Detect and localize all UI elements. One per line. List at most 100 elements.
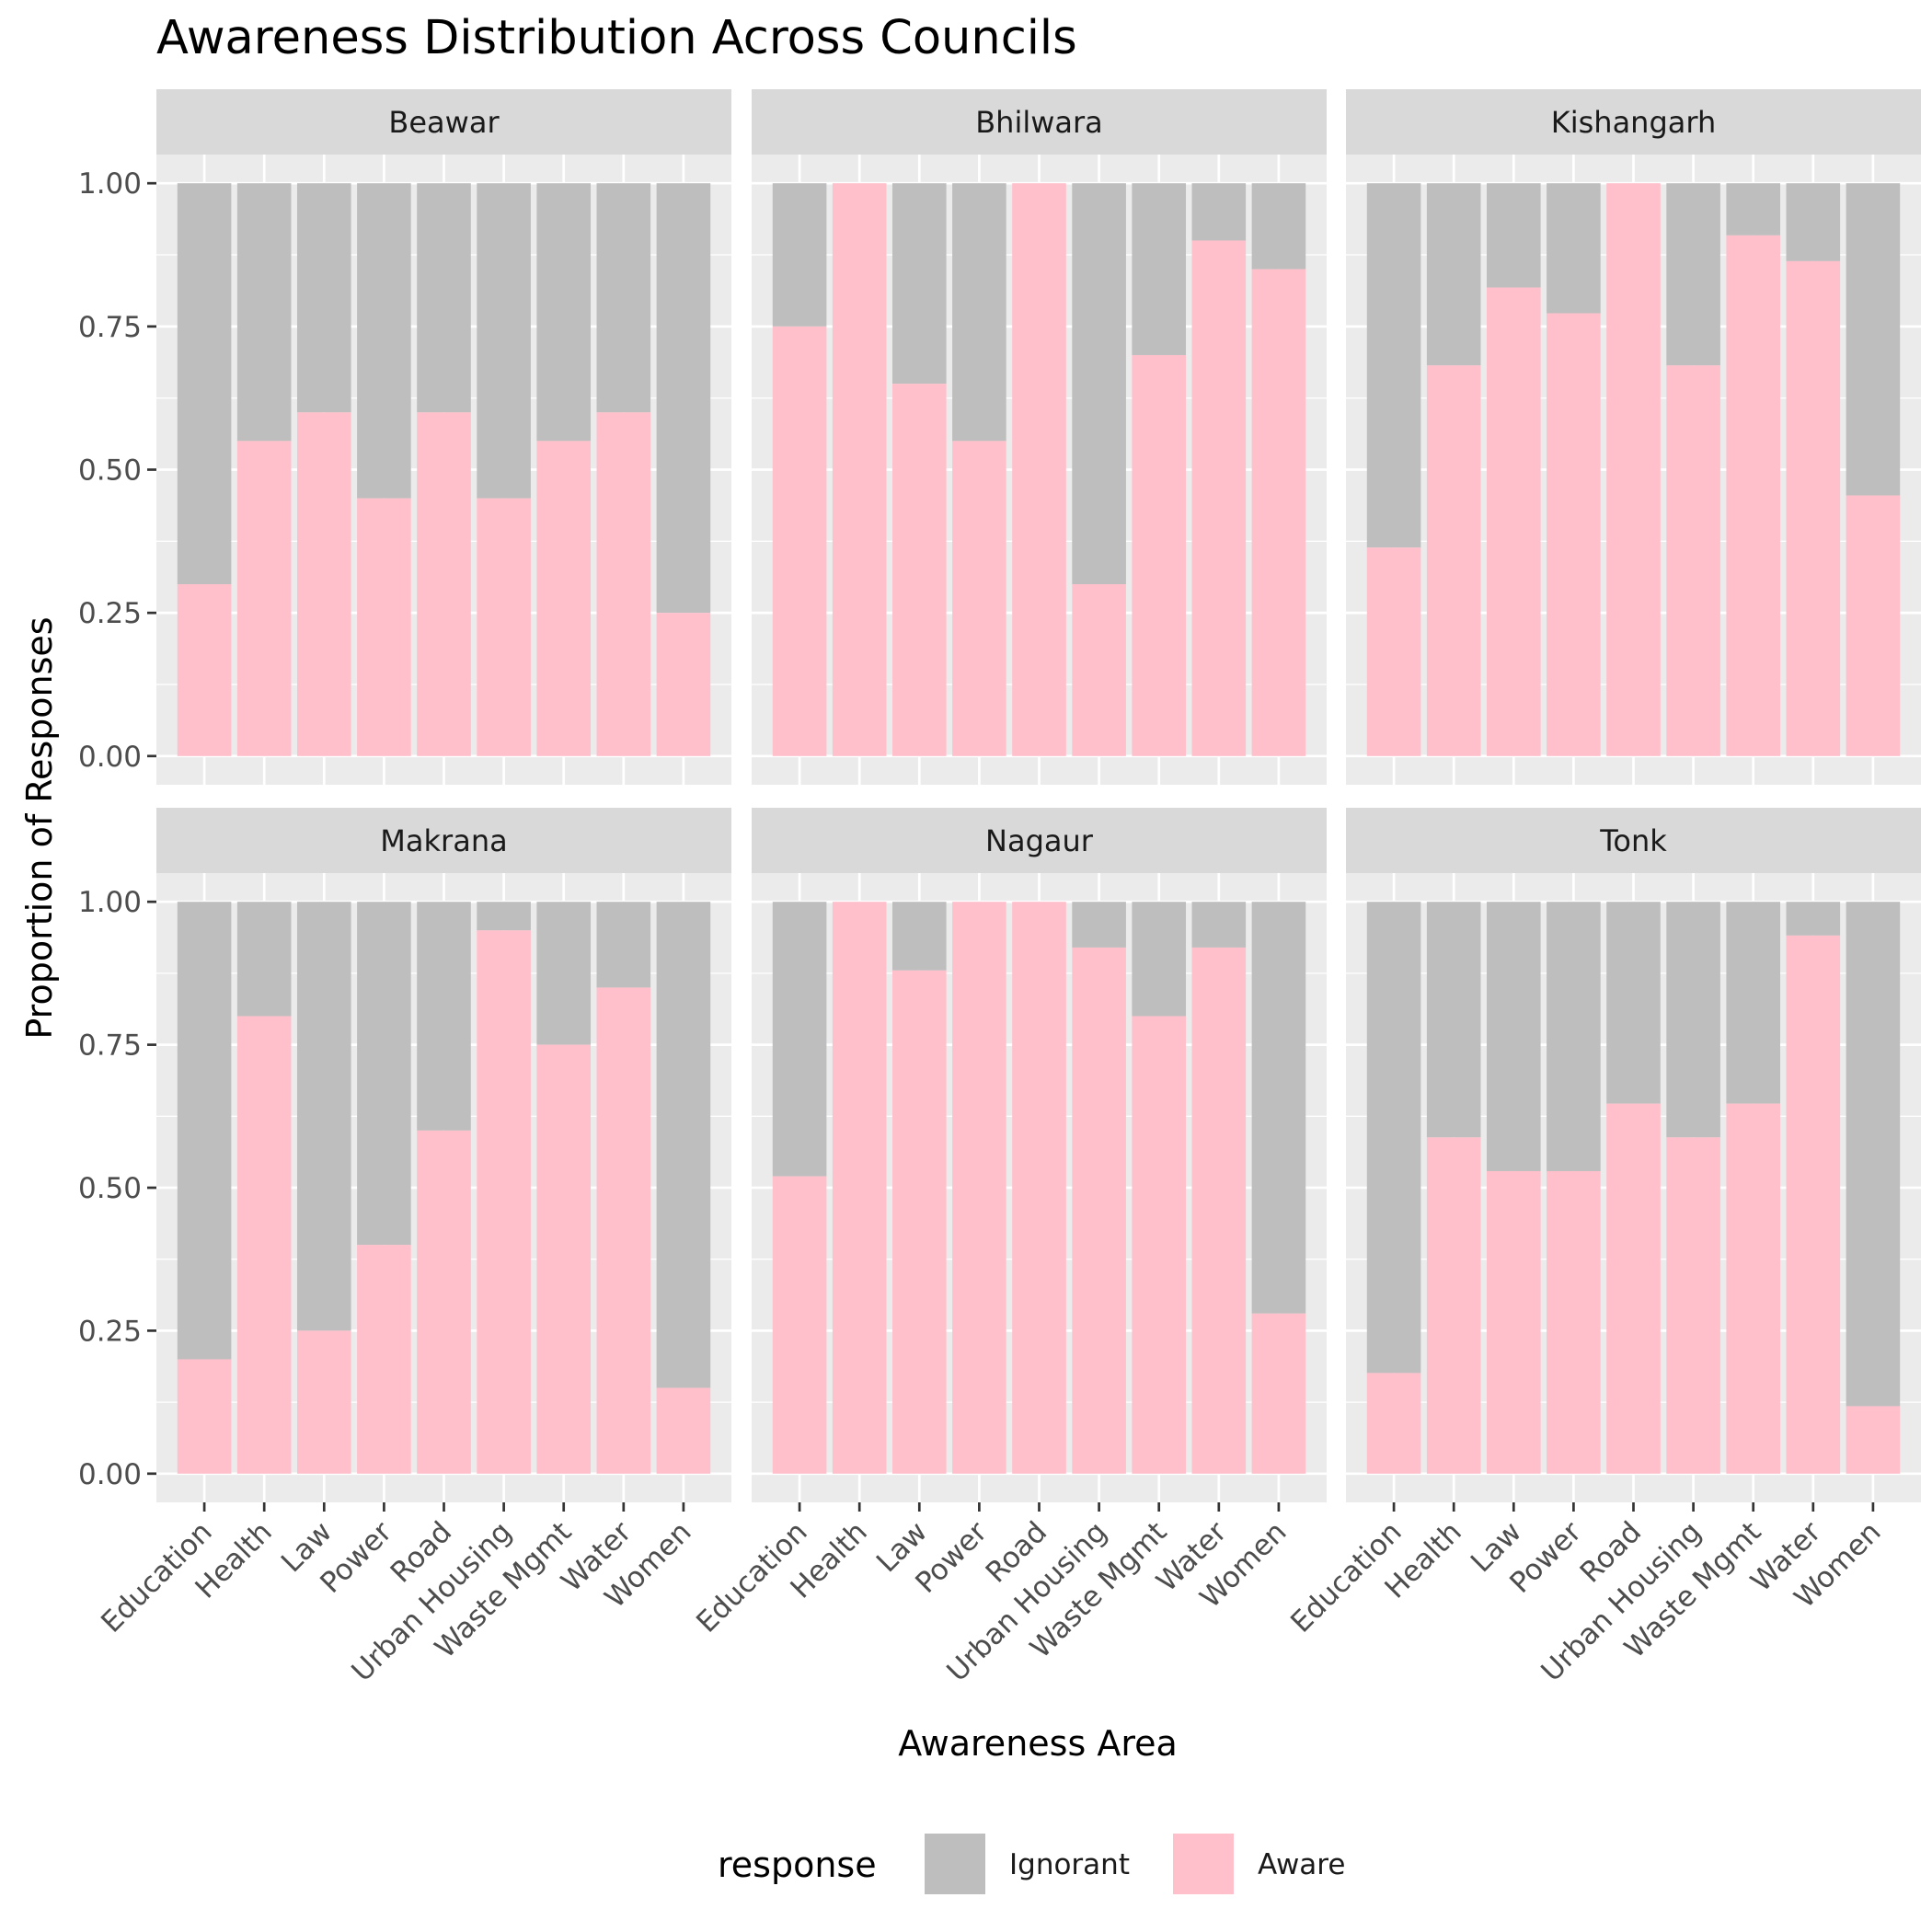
panel-kishangarh: Kishangarh xyxy=(1346,89,1921,785)
bar-aware xyxy=(1072,947,1126,1474)
bar-ignorant xyxy=(236,183,292,442)
bar-aware xyxy=(1786,935,1841,1474)
bar-ignorant xyxy=(1786,902,1841,936)
strip-background xyxy=(752,808,1327,873)
bar-aware xyxy=(477,498,531,756)
bar-ignorant xyxy=(1486,902,1541,1171)
y-tick-label: 0.00 xyxy=(78,741,142,774)
bar-aware xyxy=(1547,313,1601,756)
bar-aware xyxy=(1012,183,1066,756)
bar-ignorant xyxy=(1606,902,1661,1104)
legend-label-ignorant: Ignorant xyxy=(1009,1848,1130,1881)
bar-ignorant xyxy=(952,183,1006,442)
bar-ignorant xyxy=(357,902,411,1246)
y-tick-label: 0.75 xyxy=(78,311,142,344)
panel-makrana: Makrana0.000.250.500.751.00EducationHeal… xyxy=(78,808,731,1688)
bar-ignorant xyxy=(417,183,471,413)
bar-ignorant xyxy=(1846,902,1901,1407)
bar-ignorant xyxy=(772,902,827,1177)
y-axis-title: Proportion of Responses xyxy=(19,616,60,1039)
bar-ignorant xyxy=(1366,902,1421,1374)
strip-background xyxy=(156,808,731,873)
strip-background xyxy=(752,89,1327,155)
bar-aware xyxy=(1726,235,1781,756)
legend-key-aware xyxy=(1173,1834,1234,1894)
y-tick-label: 0.25 xyxy=(78,1315,142,1348)
bar-ignorant xyxy=(772,183,827,327)
bar-aware xyxy=(296,412,351,756)
bar-ignorant xyxy=(891,183,947,385)
bar-ignorant xyxy=(1072,902,1126,948)
bar-aware xyxy=(1666,365,1720,756)
bar-aware xyxy=(1132,1016,1187,1474)
bar-ignorant xyxy=(1666,183,1720,366)
bar-aware xyxy=(1191,947,1247,1474)
bar-aware xyxy=(357,1245,411,1474)
legend: response Ignorant Aware xyxy=(718,1834,1345,1894)
bar-ignorant xyxy=(1726,902,1781,1104)
bar-aware xyxy=(952,902,1006,1474)
bar-ignorant xyxy=(536,183,592,442)
bar-aware xyxy=(417,412,471,756)
bar-aware xyxy=(952,441,1006,756)
bar-aware xyxy=(1012,902,1066,1474)
legend-title: response xyxy=(718,1845,877,1885)
bar-ignorant xyxy=(536,902,592,1045)
y-tick-label: 0.75 xyxy=(78,1029,142,1063)
bar-ignorant xyxy=(177,183,232,585)
bar-ignorant xyxy=(477,902,531,931)
bar-ignorant xyxy=(1251,902,1306,1314)
bar-ignorant xyxy=(596,902,651,988)
x-axis-title: Awareness Area xyxy=(898,1723,1178,1764)
bar-aware xyxy=(1846,1406,1901,1474)
bar-aware xyxy=(1366,547,1421,756)
chart-title: Awareness Distribution Across Councils xyxy=(156,11,1077,65)
bar-aware xyxy=(1072,584,1126,756)
bar-ignorant xyxy=(1666,902,1720,1138)
bar-aware xyxy=(477,930,531,1474)
bar-aware xyxy=(177,1359,232,1474)
bar-ignorant xyxy=(1072,183,1126,585)
bar-ignorant xyxy=(1191,902,1247,948)
bar-aware xyxy=(1426,1137,1481,1474)
strip-background xyxy=(1346,808,1921,873)
bar-ignorant xyxy=(477,183,531,499)
bar-aware xyxy=(1366,1373,1421,1474)
bar-ignorant xyxy=(177,902,232,1360)
bar-ignorant xyxy=(656,902,711,1388)
bar-ignorant xyxy=(656,183,711,614)
bar-ignorant xyxy=(1726,183,1781,236)
facet-panels: Beawar 0.00 0.25 0.50 0.75 1.00 Bhilwara Kishan… xyxy=(78,89,1921,1688)
bar-aware xyxy=(1726,1103,1781,1474)
bar-aware xyxy=(1846,495,1901,756)
bar-aware xyxy=(832,183,887,756)
bar-ignorant xyxy=(417,902,471,1131)
bar-aware xyxy=(177,584,232,756)
bar-aware xyxy=(1606,183,1661,756)
strip-label: Makrana xyxy=(380,823,507,858)
y-tick-label: 0.50 xyxy=(78,1172,142,1205)
panel-beawar: Beawar 0.00 0.25 0.50 0.75 1.00 xyxy=(78,89,731,785)
strip-label: Beawar xyxy=(388,105,500,140)
bar-aware xyxy=(596,987,651,1474)
y-tick-label: 0.00 xyxy=(78,1458,142,1491)
bar-ignorant xyxy=(236,902,292,1017)
bar-aware xyxy=(656,1387,711,1474)
bar-aware xyxy=(772,1176,827,1474)
bar-aware xyxy=(1486,287,1541,756)
bar-aware xyxy=(296,1330,351,1474)
bar-ignorant xyxy=(1426,902,1481,1138)
bar-ignorant xyxy=(1547,902,1601,1171)
bar-ignorant xyxy=(296,902,351,1331)
bar-ignorant xyxy=(1366,183,1421,548)
y-tick-label: 1.00 xyxy=(78,886,142,919)
bar-aware xyxy=(357,498,411,756)
bar-aware xyxy=(236,1016,292,1474)
bar-aware xyxy=(1132,354,1187,756)
bar-aware xyxy=(656,613,711,756)
bar-ignorant xyxy=(1547,183,1601,314)
bar-aware xyxy=(1666,1137,1720,1474)
